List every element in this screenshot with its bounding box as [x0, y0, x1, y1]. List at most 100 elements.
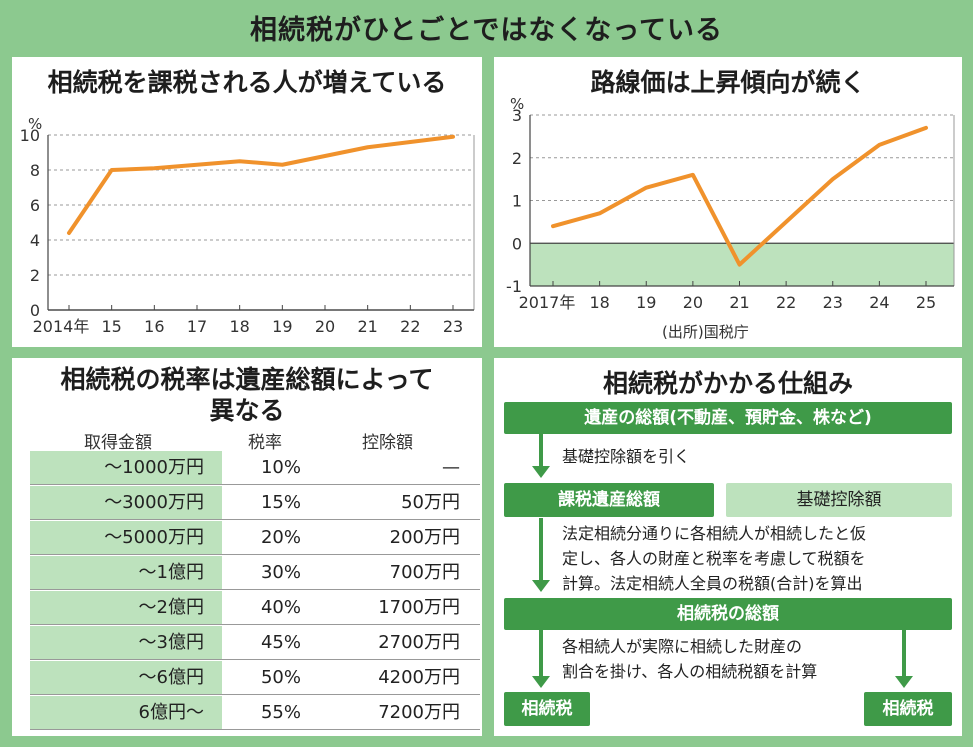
x-tick-label: 23	[823, 293, 843, 312]
cell-amount: 6億円〜	[30, 696, 222, 729]
x-tick-label: 2017年	[519, 293, 576, 312]
flow-arrow-1-shaft	[539, 434, 543, 468]
table-row: 〜6億円 50% 4200万円	[30, 661, 480, 695]
rate-table-panel: 相続税の税率は遺産総額によって 異なる 取得金額 税率 控除額 〜1000万円 1…	[12, 358, 482, 736]
cell-amount: 〜2億円	[30, 591, 222, 624]
x-tick-label: 20	[683, 293, 703, 312]
y-axis-unit: %	[28, 115, 42, 133]
x-tick-label: 22	[400, 317, 420, 336]
x-tick-label: 2014年	[33, 317, 90, 336]
chart-panel-taxpayers: 相続税を課税される人が増えている 0 2 4 6 8 10% 2014年 15 16 17 18 19…	[12, 57, 482, 347]
cell-rate: 50%	[260, 667, 301, 688]
y-tick-label: 10	[20, 126, 40, 145]
rate-table-title-line1: 相続税の税率は遺産総額によって	[60, 365, 434, 394]
table-row: 〜3000万円 15% 50万円	[30, 486, 480, 520]
chart-taxpayers: 0 2 4 6 8 10% 2014年 15 16 17 18 19 20 21 22 23	[20, 115, 475, 336]
flow-box-taxable-estate: 課税遺産総額	[504, 483, 714, 517]
flow-arrow-2-head	[532, 580, 550, 592]
y-axis-unit: %	[510, 95, 524, 113]
x-tick-label: 15	[101, 317, 121, 336]
cell-deduction: 700万円	[389, 562, 460, 583]
cell-deduction: 200万円	[389, 527, 460, 548]
x-tick-label: 25	[916, 293, 936, 312]
cell-rate: 15%	[260, 492, 301, 513]
y-tick-label: 0	[30, 301, 40, 320]
cell-rate: 40%	[260, 597, 301, 618]
cell-deduction: 1700万円	[378, 597, 460, 618]
flow-arrow-2-shaft	[539, 518, 543, 582]
main-title: 相続税がひとごとではなくなっている	[249, 15, 724, 46]
x-tick-label: 21	[729, 293, 749, 312]
x-tick-label: 24	[869, 293, 889, 312]
x-tick-label: 20	[315, 317, 335, 336]
flow-note-statutory-line2: 定し、各人の財産と税率を考慮して税額を	[562, 549, 866, 568]
y-tick-label: 6	[30, 196, 40, 215]
chart-title-land-price: 路線価は上昇傾向が続く	[590, 68, 866, 97]
x-tick-label: 18	[589, 293, 609, 312]
table-row: 〜5000万円 20% 200万円	[30, 521, 480, 555]
y-tick-label: 3	[512, 106, 522, 125]
y-tick-label: 0	[512, 234, 522, 253]
cell-amount: 〜3億円	[30, 626, 222, 659]
flow-arrows	[532, 434, 913, 688]
cell-amount: 〜5000万円	[30, 521, 222, 554]
flow-box-total-estate: 遺産の総額(不動産、預貯金、株など)	[504, 402, 952, 434]
cell-rate: 10%	[260, 457, 301, 478]
cell-rate: 45%	[260, 632, 301, 653]
header-amount: 取得金額	[84, 433, 152, 453]
table-row: 6億円〜 55% 7200万円	[30, 696, 480, 730]
flow-arrow-3-head	[532, 676, 550, 688]
table-row: 〜1億円 30% 700万円	[30, 556, 480, 590]
flow-note-individual-line1: 各相続人が実際に相続した財産の	[562, 637, 803, 656]
cell-amount: 〜1億円	[30, 556, 222, 589]
cell-amount: 〜6億円	[30, 661, 222, 694]
y-tick-label: 2	[30, 266, 40, 285]
x-tick-label: 18	[229, 317, 249, 336]
x-tick-label: 16	[144, 317, 164, 336]
flow-note-basic-deduction: 基礎控除額を引く	[562, 447, 691, 466]
flow-note-statutory: 法定相続分通りに各相続人が相続したと仮 定し、各人の財産と税率を考慮して税額を …	[562, 521, 866, 596]
flow-title: 相続税がかかる仕組み	[602, 369, 853, 398]
x-tick-label: 23	[443, 317, 463, 336]
cell-rate: 30%	[260, 562, 301, 583]
y-tick-label: -1	[506, 277, 522, 296]
x-tick-label: 19	[272, 317, 292, 336]
cell-deduction: 2700万円	[378, 632, 460, 653]
flow-arrow-4-head	[895, 676, 913, 688]
cell-rate: 20%	[260, 527, 301, 548]
flow-panel: 相続税がかかる仕組み 遺産の総額(不動産、預貯金、株など) 基礎控除額を引く 課…	[494, 358, 962, 736]
flow-note-individual: 各相続人が実際に相続した財産の 割合を掛け、各人の相続税額を計算	[562, 634, 817, 684]
x-tick-label: 19	[636, 293, 656, 312]
y-tick-label: 4	[30, 231, 40, 250]
cell-deduction: 50万円	[401, 492, 460, 513]
flow-arrow-3-shaft	[539, 630, 543, 678]
series-line	[67, 134, 455, 235]
flow-arrow-4-shaft	[902, 630, 906, 678]
y-tick-label: 1	[512, 192, 522, 211]
cell-deduction: 7200万円	[378, 702, 460, 723]
chart-title-taxpayers: 相続税を課税される人が増えている	[47, 68, 447, 97]
flow-box-basic-deduction: 基礎控除額	[726, 483, 952, 517]
flow-note-statutory-line1: 法定相続分通りに各相続人が相続したと仮	[562, 524, 867, 543]
flow-box-tax-left: 相続税	[504, 692, 590, 726]
header-deduction: 控除額	[362, 433, 413, 453]
cell-amount: 〜3000万円	[30, 486, 222, 519]
rate-table-title-line2: 異なる	[209, 396, 285, 425]
cell-amount: 〜1000万円	[30, 451, 222, 484]
header-rate: 税率	[248, 433, 282, 453]
x-tick-label: 21	[357, 317, 377, 336]
flow-box-total-tax: 相続税の総額	[504, 598, 952, 630]
flow-note-individual-line2: 割合を掛け、各人の相続税額を計算	[562, 662, 818, 681]
x-tick-label: 22	[776, 293, 796, 312]
chart-source: (出所)国税庁	[662, 323, 749, 341]
x-tick-label: 17	[187, 317, 207, 336]
table-row: 〜3億円 45% 2700万円	[30, 626, 480, 660]
cell-rate: 55%	[260, 702, 301, 723]
y-tick-label: 2	[512, 149, 522, 168]
flow-arrow-1-head	[532, 466, 550, 478]
chart-panel-land-price: 路線価は上昇傾向が続く -1 0 1 2 3% 2017年 18 19 20 21 22 23 24 25…	[494, 57, 962, 347]
table-row: 〜1000万円 10% —	[30, 451, 480, 485]
table-row: 〜2億円 40% 1700万円	[30, 591, 480, 625]
flow-note-statutory-line3: 計算。法定相続人全員の税額(合計)を算出	[562, 574, 863, 593]
